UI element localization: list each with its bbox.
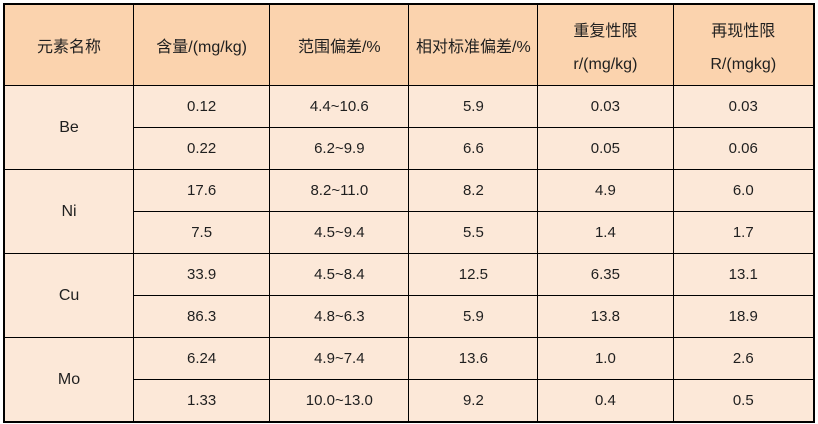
value-cell: 0.03 — [537, 85, 674, 128]
reproducibility-limit-unit: R/(mgkg) — [710, 55, 777, 73]
element-cell-be: Be — [3, 85, 135, 170]
value-cell: 9.2 — [408, 379, 539, 423]
value-cell: 5.9 — [408, 85, 539, 128]
repeatability-limit-title: 重复性限 — [573, 22, 638, 40]
value-cell: 0.03 — [672, 85, 815, 128]
value-cell: 5.9 — [408, 295, 539, 338]
repeatability-limit-unit: r/(mg/kg) — [573, 55, 638, 73]
table-row: Be 0.12 4.4~10.6 5.9 0.03 0.03 — [3, 85, 815, 170]
value-cell: 1.7 — [672, 211, 815, 254]
value-cell: 4.9 — [537, 169, 674, 212]
value-cell: 86.3 — [133, 295, 271, 338]
table-row: 86.3 4.8~6.3 5.9 13.8 18.9 — [4, 295, 815, 338]
value-cell: 4.4~10.6 — [269, 85, 410, 128]
value-cell: 7.5 — [133, 211, 271, 254]
value-cell: 13.6 — [408, 337, 539, 380]
reproducibility-limit-title: 再现性限 — [711, 22, 776, 40]
value-cell: 17.6 — [133, 169, 271, 212]
col-header-relative-std-deviation: 相对标准偏差/% — [408, 3, 539, 86]
value-cell: 0.05 — [537, 127, 674, 170]
value-cell: 10.0~13.0 — [269, 379, 410, 423]
value-cell: 13.8 — [537, 295, 674, 338]
element-analysis-table: 元素名称 含量/(mg/kg) 范围偏差/% 相对标准偏差/% 重复性限 r/(… — [3, 3, 815, 423]
value-cell: 2.6 — [672, 337, 815, 380]
element-cell-cu: Cu — [3, 253, 135, 338]
col-header-range-deviation: 范围偏差/% — [269, 3, 410, 86]
value-cell: 4.9~7.4 — [269, 337, 410, 380]
value-cell: 0.5 — [672, 379, 815, 423]
value-cell: 13.1 — [672, 253, 815, 296]
element-cell-mo: Mo — [3, 337, 135, 423]
value-cell: 1.33 — [133, 379, 271, 423]
value-cell: 4.5~8.4 — [269, 253, 410, 296]
element-cell-ni: Ni — [3, 169, 135, 254]
table-row: Mo 6.24 4.9~7.4 13.6 1.0 2.6 — [3, 337, 815, 423]
value-cell: 12.5 — [408, 253, 539, 296]
value-cell: 0.06 — [672, 127, 815, 170]
value-cell: 6.2~9.9 — [269, 127, 410, 170]
value-cell: 1.0 — [537, 337, 674, 380]
value-cell: 0.4 — [537, 379, 674, 423]
value-cell: 0.12 — [133, 85, 271, 128]
value-cell: 1.4 — [537, 211, 674, 254]
value-cell: 6.6 — [408, 127, 539, 170]
value-cell: 6.35 — [537, 253, 674, 296]
header-row: 元素名称 含量/(mg/kg) 范围偏差/% 相对标准偏差/% 重复性限 r/(… — [3, 3, 815, 86]
table-row: Ni 17.6 8.2~11.0 8.2 4.9 6.0 — [3, 169, 815, 254]
col-header-element-name: 元素名称 — [3, 3, 135, 86]
col-header-reproducibility-limit: 再现性限 R/(mgkg) — [672, 3, 815, 86]
table-row: 0.22 6.2~9.9 6.6 0.05 0.06 — [4, 127, 815, 170]
col-header-content: 含量/(mg/kg) — [133, 3, 271, 86]
value-cell: 6.24 — [133, 337, 271, 380]
table-row: 1.33 10.0~13.0 9.2 0.4 0.5 — [4, 379, 815, 423]
value-cell: 18.9 — [672, 295, 815, 338]
value-cell: 6.0 — [672, 169, 815, 212]
table-row: 7.5 4.5~9.4 5.5 1.4 1.7 — [4, 211, 815, 254]
value-cell: 0.22 — [133, 127, 271, 170]
col-header-repeatability-limit: 重复性限 r/(mg/kg) — [537, 3, 674, 86]
table-row: Cu 33.9 4.5~8.4 12.5 6.35 13.1 — [3, 253, 815, 338]
value-cell: 4.5~9.4 — [269, 211, 410, 254]
value-cell: 8.2 — [408, 169, 539, 212]
value-cell: 33.9 — [133, 253, 271, 296]
value-cell: 5.5 — [408, 211, 539, 254]
value-cell: 4.8~6.3 — [269, 295, 410, 338]
value-cell: 8.2~11.0 — [269, 169, 410, 212]
